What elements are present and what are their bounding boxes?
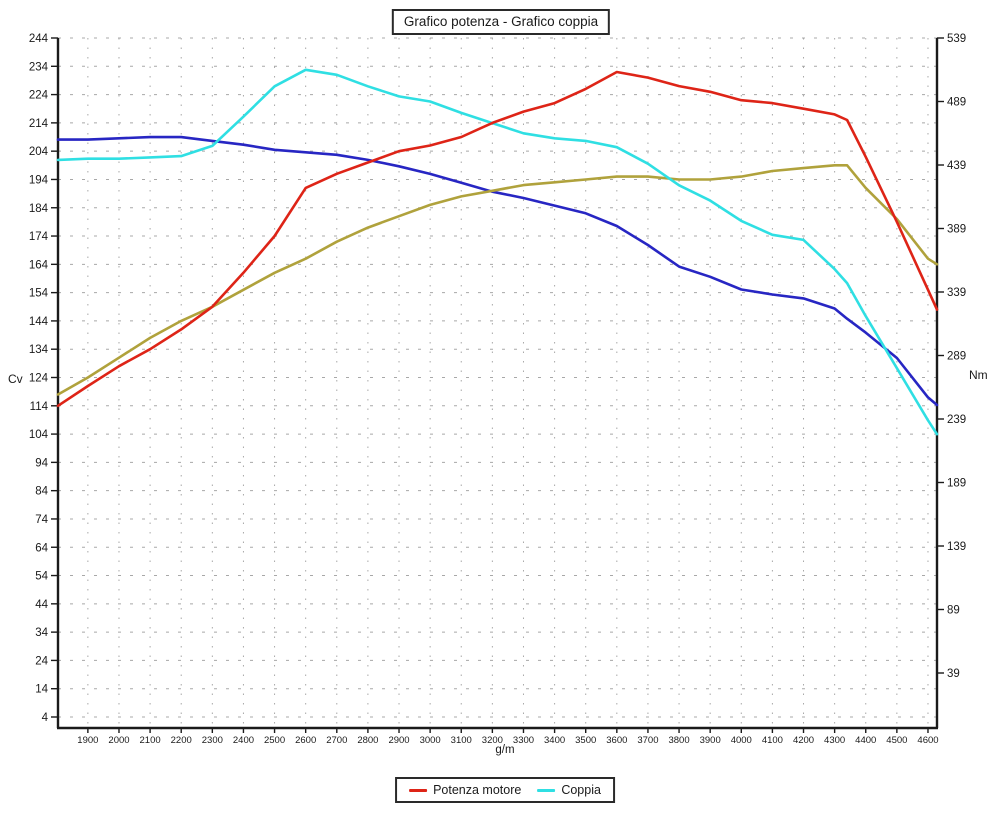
x-tick-label: 4000 [731,735,752,746]
y-left-tick-label: 164 [29,259,49,271]
y-right-tick-label: 289 [947,351,966,363]
y-right-tick-label: 489 [947,97,966,109]
x-tick-label: 2900 [388,735,409,746]
y-right-unit-label: Nm [969,368,988,382]
x-tick-label: 4300 [824,735,845,746]
x-tick-label: 4600 [917,735,938,746]
x-tick-label: 2400 [233,735,254,746]
x-tick-label: 4400 [855,735,876,746]
legend-item-label: Coppia [561,783,601,797]
y-left-tick-label: 144 [29,316,49,328]
x-tick-label: 3400 [544,735,565,746]
y-right-tick-label: 389 [947,224,966,236]
y-right-tick-label: 339 [947,287,966,299]
legend: Potenza motore Coppia [395,777,615,803]
series-line-potenza-motore [56,70,939,408]
y-right-tick-label: 539 [947,33,966,45]
y-left-unit-label: Cv [8,372,23,386]
x-tick-label: 2300 [202,735,223,746]
y-left-tick-label: 224 [29,90,49,102]
legend-item: Potenza motore [409,783,521,797]
y-right-tick-label: 89 [947,605,960,617]
x-tick-label: 2200 [171,735,192,746]
y-right-tick-label: 39 [947,668,960,680]
x-tick-label: 3000 [420,735,441,746]
x-tick-label: 4500 [886,735,907,746]
y-right-tick-label: 439 [947,160,966,172]
y-right-tick-label: 239 [947,414,966,426]
y-left-tick-label: 104 [29,429,49,441]
y-left-tick-label: 174 [29,231,49,243]
y-left-tick-label: 4 [42,712,49,724]
x-tick-label: 1900 [77,735,98,746]
x-tick-label: 3700 [637,735,658,746]
series-line-unlabeled-reference-power-olive [56,164,939,396]
x-tick-label: 2000 [108,735,129,746]
y-left-tick-label: 184 [29,203,49,215]
x-tick-label: 3500 [575,735,596,746]
x-tick-label: 3100 [451,735,472,746]
y-left-tick-label: 74 [35,514,48,526]
x-tick-label: 3900 [700,735,721,746]
x-tick-label: 3600 [606,735,627,746]
x-tick-label: 4200 [793,735,814,746]
x-tick-label: 2500 [264,735,285,746]
y-left-tick-label: 94 [35,457,48,469]
x-tick-label: 2800 [357,735,378,746]
y-left-tick-label: 134 [29,344,49,356]
y-left-tick-label: 64 [35,542,48,554]
x-tick-label: 2700 [326,735,347,746]
legend-line-swatch [409,788,428,792]
y-left-tick-label: 114 [30,401,49,413]
x-tick-label: 3800 [668,735,689,746]
series-line-coppia [56,68,939,436]
y-left-tick-label: 54 [35,571,48,583]
legend-item: Coppia [537,783,601,797]
y-left-tick-label: 204 [29,146,49,158]
chart-title: Grafico potenza - Grafico coppia [391,9,611,35]
y-right-tick-label: 189 [947,478,966,490]
x-tick-label: 3300 [513,735,534,746]
y-right-tick-label: 139 [947,541,966,553]
series-line-unlabeled-reference-torque-blue [56,135,939,407]
y-left-tick-label: 14 [35,684,48,696]
y-left-tick-label: 24 [35,655,48,667]
x-tick-label: 3200 [482,735,503,746]
x-tick-label: 2600 [295,735,316,746]
y-left-tick-label: 44 [35,599,48,611]
x-tick-label: 2100 [140,735,161,746]
y-left-tick-label: 194 [29,174,49,186]
x-tick-label: 4100 [762,735,783,746]
legend-item-label: Potenza motore [433,783,522,797]
y-left-tick-label: 234 [29,61,49,73]
y-left-tick-label: 124 [29,373,49,385]
y-left-tick-label: 84 [35,486,48,498]
y-left-tick-label: 34 [35,627,48,639]
legend-line-swatch [537,788,556,792]
y-left-tick-label: 244 [29,33,49,45]
y-left-tick-label: 154 [29,288,49,300]
y-left-tick-label: 214 [29,118,49,130]
x-axis-unit-label: g/m [495,744,515,756]
